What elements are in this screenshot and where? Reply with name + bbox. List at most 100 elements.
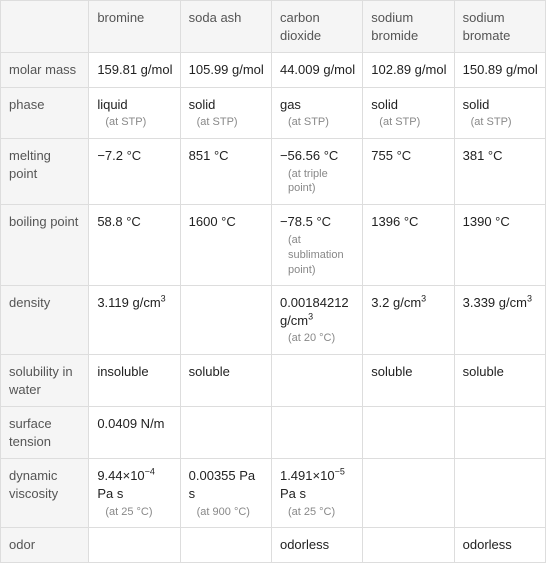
cell-sub: (at 20 °C) — [280, 331, 356, 346]
table-cell: −56.56 °C (at triple point) — [271, 139, 362, 205]
row-header: odor — [1, 528, 89, 563]
table-row: dynamic viscosity9.44×10−4 Pa s (at 25 °C… — [1, 459, 546, 528]
table-cell — [271, 407, 362, 459]
table-row: melting point −7.2 °C 851 °C −56.56 °C (at t… — [1, 139, 546, 205]
cell-main: 1390 °C — [463, 214, 510, 229]
cell-main: 3.2 g/cm3 — [371, 295, 426, 310]
cell-sub: (at STP) — [189, 115, 265, 130]
cell-main: 755 °C — [371, 148, 411, 163]
cell-main: gas — [280, 97, 301, 112]
cell-main: −78.5 °C — [280, 214, 331, 229]
table-cell — [454, 407, 545, 459]
column-header: sodium bromide — [363, 1, 454, 53]
cell-main: liquid — [97, 97, 127, 112]
cell-sub: (at triple point) — [280, 167, 356, 197]
cell-main: 3.119 g/cm3 — [97, 295, 165, 310]
cell-main: −56.56 °C — [280, 148, 338, 163]
table-cell: insoluble — [89, 355, 180, 407]
cell-main: 1.491×10−5 Pa s — [280, 468, 345, 501]
table-cell — [363, 528, 454, 563]
table-row: solubility in waterinsoluble soluble solub… — [1, 355, 546, 407]
cell-main: 3.339 g/cm3 — [463, 295, 532, 310]
table-row: odor odorless odorless — [1, 528, 546, 563]
row-header: solubility in water — [1, 355, 89, 407]
table-cell: 1.491×10−5 Pa s (at 25 °C) — [271, 459, 362, 528]
cell-main: 58.8 °C — [97, 214, 141, 229]
table-cell — [180, 407, 271, 459]
cell-sub: (at 900 °C) — [189, 505, 265, 520]
table-cell — [454, 459, 545, 528]
table-cell: 105.99 g/mol — [180, 53, 271, 88]
cell-main: −7.2 °C — [97, 148, 141, 163]
cell-main: soluble — [371, 364, 412, 379]
table-cell: 44.009 g/mol — [271, 53, 362, 88]
header-blank — [1, 1, 89, 53]
cell-main: solid — [371, 97, 398, 112]
row-header: boiling point — [1, 205, 89, 286]
cell-sub: (at STP) — [463, 115, 539, 130]
column-header: bromine — [89, 1, 180, 53]
table-cell: 1396 °C — [363, 205, 454, 286]
row-header: melting point — [1, 139, 89, 205]
table-cell: odorless — [454, 528, 545, 563]
table-cell: gas (at STP) — [271, 87, 362, 138]
table-cell: 102.89 g/mol — [363, 53, 454, 88]
cell-main: 105.99 g/mol — [189, 62, 264, 77]
row-header: molar mass — [1, 53, 89, 88]
table-cell: solid(at STP) — [454, 87, 545, 138]
cell-main: 0.00355 Pa s — [189, 468, 256, 501]
table-cell: 159.81 g/mol — [89, 53, 180, 88]
table-cell: 9.44×10−4 Pa s (at 25 °C) — [89, 459, 180, 528]
column-header: soda ash — [180, 1, 271, 53]
table-cell: odorless — [271, 528, 362, 563]
cell-main: 9.44×10−4 Pa s — [97, 468, 155, 501]
table-cell: 851 °C — [180, 139, 271, 205]
cell-main: 44.009 g/mol — [280, 62, 355, 77]
cell-main: soluble — [189, 364, 230, 379]
properties-table: brominesoda ashcarbon dioxidesodium brom… — [0, 0, 546, 563]
cell-sub: (at 25 °C) — [280, 505, 356, 520]
cell-main: 381 °C — [463, 148, 503, 163]
table-cell: 58.8 °C — [89, 205, 180, 286]
cell-main: odorless — [463, 537, 512, 552]
cell-main: 150.89 g/mol — [463, 62, 538, 77]
table-cell: −78.5 °C(at sublimation point) — [271, 205, 362, 286]
table-cell: 1600 °C — [180, 205, 271, 286]
table-cell — [271, 355, 362, 407]
table-row: density3.119 g/cm30.00184212 g/cm3(at 20… — [1, 286, 546, 355]
table-cell: solid(at STP) — [363, 87, 454, 138]
table-row: molar mass 159.81 g/mol 105.99 g/mol 44.009… — [1, 53, 546, 88]
cell-main: 159.81 g/mol — [97, 62, 172, 77]
table-cell: 3.339 g/cm3 — [454, 286, 545, 355]
cell-main: solid — [189, 97, 216, 112]
table-cell: 3.2 g/cm3 — [363, 286, 454, 355]
table-cell: liquid(at STP) — [89, 87, 180, 138]
table-cell: soluble — [454, 355, 545, 407]
cell-main: 1600 °C — [189, 214, 236, 229]
table-cell: 381 °C — [454, 139, 545, 205]
cell-main: 851 °C — [189, 148, 229, 163]
table-cell — [180, 286, 271, 355]
table-row: surface tension0.0409 N/m — [1, 407, 546, 459]
table-cell: 0.00355 Pa s (at 900 °C) — [180, 459, 271, 528]
table-cell — [363, 459, 454, 528]
table-header-row: brominesoda ashcarbon dioxidesodium brom… — [1, 1, 546, 53]
cell-main: soluble — [463, 364, 504, 379]
table-cell: soluble — [363, 355, 454, 407]
table-cell: soluble — [180, 355, 271, 407]
cell-sub: (at 25 °C) — [97, 505, 173, 520]
cell-sub: (at STP) — [280, 115, 356, 130]
table-cell: −7.2 °C — [89, 139, 180, 205]
table-cell: 150.89 g/mol — [454, 53, 545, 88]
table-row: phaseliquid(at STP)solid(at STP)gas(at S… — [1, 87, 546, 138]
row-header: density — [1, 286, 89, 355]
row-header: dynamic viscosity — [1, 459, 89, 528]
table-row: boiling point 58.8 °C 1600 °C −78.5 °C(at s… — [1, 205, 546, 286]
column-header: carbon dioxide — [271, 1, 362, 53]
table-cell — [363, 407, 454, 459]
row-header: surface tension — [1, 407, 89, 459]
cell-main: 1396 °C — [371, 214, 418, 229]
table-cell — [180, 528, 271, 563]
table-cell: solid (at STP) — [180, 87, 271, 138]
table-cell — [89, 528, 180, 563]
